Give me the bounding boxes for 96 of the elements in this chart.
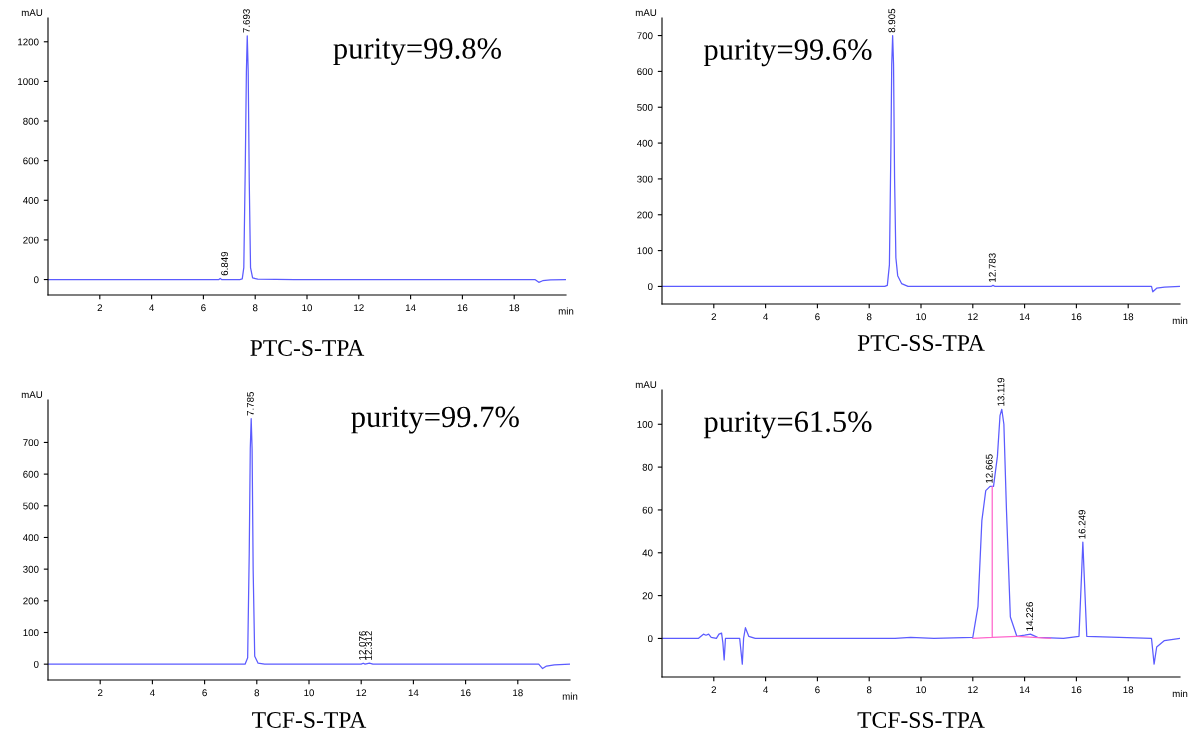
text: TCF-S-TPA (252, 712, 367, 728)
x-tick-label: 6 (202, 689, 207, 697)
y-axis-title: mAU (21, 391, 43, 399)
y-tick-label: 0 (647, 283, 653, 291)
x-tick-label: 12 (968, 686, 978, 694)
x-tick-label: 8 (866, 313, 872, 321)
y-tick-label: 1000 (18, 78, 39, 86)
x-tick-label: 6 (815, 313, 820, 321)
annotation: 12.665 (985, 454, 993, 483)
y-tick-label: 80 (642, 463, 653, 471)
x-axis-title: min (558, 307, 574, 315)
y-tick-label: 100 (23, 629, 39, 637)
annotation: 7.693 (242, 9, 250, 33)
text: TCF-SS-TPA (857, 712, 985, 728)
annotation: 8.905 (888, 8, 896, 33)
line-series (662, 34, 1180, 293)
y-axis-title: mAU (21, 9, 43, 17)
x-tick-label: 2 (97, 689, 103, 697)
x-axis-title: min (1172, 689, 1188, 697)
x-axis-title: min (1172, 316, 1188, 324)
x-tick-label: 10 (302, 304, 313, 312)
x-tick-label: 16 (460, 689, 471, 697)
line-series (48, 35, 566, 283)
y-axis-title: mAU (635, 9, 657, 17)
x-tick-label: 18 (1123, 313, 1134, 321)
x-tick-label: 4 (763, 686, 769, 694)
x-axis-title: min (562, 692, 578, 700)
x-tick-label: 2 (97, 304, 103, 312)
x-tick-label: 18 (1123, 686, 1134, 694)
y-tick-label: 0 (33, 660, 39, 668)
y-tick-label: 700 (23, 439, 39, 447)
x-tick-label: 12 (354, 304, 364, 312)
x-tick-label: 4 (149, 304, 155, 312)
y-tick-label: 500 (23, 502, 39, 510)
x-tick-label: 14 (1019, 686, 1030, 694)
y-tick-label: 400 (636, 139, 653, 147)
annotation: 16.249 (1078, 510, 1086, 539)
y-tick-label: 1200 (18, 38, 39, 46)
x-tick-label: 6 (201, 304, 206, 312)
y-tick-label: 200 (23, 597, 39, 605)
y-tick-label: 100 (637, 421, 653, 428)
y-tick-label: 0 (647, 635, 653, 643)
x-tick-label: 14 (405, 304, 416, 312)
x-tick-label: 4 (149, 689, 155, 697)
y-tick-label: 400 (22, 197, 39, 204)
x-tick-label: 18 (513, 689, 523, 697)
annotation: 12.783 (988, 253, 996, 282)
annotation: 14.226 (1026, 602, 1034, 631)
text: PTC-S-TPA (250, 340, 365, 356)
x-tick-label: 8 (866, 686, 872, 694)
annotation: purity=99.6% (703, 39, 872, 67)
line-series (662, 408, 1180, 665)
y-tick-label: 20 (642, 592, 653, 600)
y-tick-label: 300 (23, 565, 39, 573)
x-tick-label: 12 (356, 689, 367, 697)
x-tick-label: 6 (815, 686, 820, 694)
annotation: purity=61.5% (703, 411, 872, 439)
y-tick-label: 300 (637, 175, 653, 183)
annotation: 7.785 (246, 391, 254, 416)
annotation: 12.076 (358, 631, 366, 660)
x-tick-label: 16 (1071, 313, 1082, 321)
y-tick-label: 40 (642, 549, 653, 557)
x-tick-label: 2 (711, 686, 717, 694)
y-tick-label: 600 (637, 68, 653, 76)
x-tick-label: 8 (252, 304, 258, 312)
y-tick-label: 400 (22, 534, 39, 542)
y-tick-label: 0 (33, 276, 39, 284)
y-tick-label: 700 (637, 32, 653, 40)
y-tick-label: 600 (23, 157, 39, 165)
x-tick-label: 2 (711, 313, 717, 321)
y-tick-label: 100 (637, 247, 653, 255)
y-axis-title: mAU (635, 381, 657, 389)
y-tick-label: 600 (23, 470, 39, 478)
annotation: 6.849 (221, 251, 228, 276)
annotation: purity=99.7% (351, 406, 519, 434)
x-tick-label: 8 (254, 689, 260, 697)
x-tick-label: 10 (916, 686, 927, 694)
x-tick-label: 14 (408, 689, 419, 697)
x-tick-label: 10 (916, 313, 927, 321)
y-tick-label: 200 (23, 236, 39, 244)
annotation: purity=99.8% (333, 38, 501, 66)
y-tick-label: 500 (637, 103, 653, 111)
annotation: 12.312 (365, 631, 372, 660)
y-tick-label: 200 (637, 211, 653, 219)
x-tick-label: 4 (763, 313, 769, 321)
x-tick-label: 14 (1019, 313, 1030, 321)
x-tick-label: 18 (509, 304, 520, 312)
x-tick-label: 16 (1071, 686, 1082, 694)
y-tick-label: 60 (642, 506, 653, 514)
annotation: 13.119 (997, 377, 1005, 406)
text: PTC-SS-TPA (857, 335, 985, 351)
x-tick-label: 12 (968, 313, 978, 321)
line-series (972, 485, 1052, 640)
x-tick-label: 10 (304, 689, 315, 697)
x-tick-label: 16 (457, 304, 468, 312)
y-tick-label: 800 (23, 117, 39, 125)
